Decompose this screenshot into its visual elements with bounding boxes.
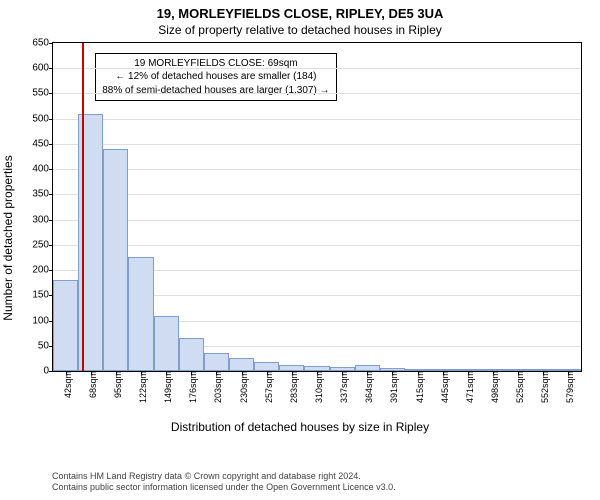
y-tick-label: 600	[32, 63, 53, 74]
x-tick-label: 257sqm	[260, 371, 274, 403]
x-tick-label: 498sqm	[486, 371, 500, 403]
y-tick-label: 0	[43, 366, 53, 377]
gridline	[53, 144, 581, 145]
y-tick-label: 500	[32, 113, 53, 124]
x-tick-label: 203sqm	[209, 371, 223, 403]
x-axis-label: Distribution of detached houses by size …	[171, 420, 429, 434]
x-tick-label: 471sqm	[461, 371, 475, 403]
histogram-bar	[154, 316, 179, 372]
histogram-bar	[53, 280, 78, 371]
y-tick-label: 400	[32, 164, 53, 175]
attribution-line: Contains HM Land Registry data © Crown c…	[52, 471, 396, 483]
x-tick-label: 337sqm	[335, 371, 349, 403]
attribution-line: Contains public sector information licen…	[52, 482, 396, 494]
x-tick-label: 364sqm	[360, 371, 374, 403]
x-tick-label: 525sqm	[511, 371, 525, 403]
x-tick-label: 391sqm	[385, 371, 399, 403]
info-box-line: 88% of semi-detached houses are larger (…	[102, 84, 329, 98]
attribution: Contains HM Land Registry data © Crown c…	[52, 471, 396, 494]
gridline	[53, 119, 581, 120]
x-tick-label: 283sqm	[285, 371, 299, 403]
x-tick-label: 68sqm	[84, 371, 98, 398]
x-tick-label: 230sqm	[235, 371, 249, 403]
plot-area: 19 MORLEYFIELDS CLOSE: 69sqm ← 12% of de…	[52, 42, 582, 372]
chart-container: Number of detached properties 19 MORLEYF…	[0, 38, 600, 438]
y-tick-label: 650	[32, 38, 53, 49]
info-box-line: ← 12% of detached houses are smaller (18…	[102, 70, 329, 84]
y-tick-label: 550	[32, 88, 53, 99]
gridline	[53, 220, 581, 221]
x-tick-label: 42sqm	[59, 371, 73, 398]
gridline	[53, 194, 581, 195]
x-tick-label: 176sqm	[184, 371, 198, 403]
x-tick-label: 122sqm	[134, 371, 148, 403]
histogram-bar	[229, 358, 254, 371]
chart-title: 19, MORLEYFIELDS CLOSE, RIPLEY, DE5 3UA	[0, 0, 600, 21]
y-axis-label: Number of detached properties	[1, 155, 15, 320]
gridline	[53, 169, 581, 170]
y-tick-label: 300	[32, 214, 53, 225]
x-tick-label: 149sqm	[159, 371, 173, 403]
histogram-bar	[204, 353, 229, 371]
y-tick-label: 100	[32, 315, 53, 326]
chart-subtitle: Size of property relative to detached ho…	[0, 21, 600, 37]
y-tick-label: 350	[32, 189, 53, 200]
gridline	[53, 245, 581, 246]
y-tick-label: 200	[32, 265, 53, 276]
y-tick-label: 250	[32, 239, 53, 250]
property-marker-line	[82, 43, 84, 371]
x-tick-label: 310sqm	[310, 371, 324, 403]
histogram-bar	[254, 362, 279, 371]
x-tick-label: 445sqm	[436, 371, 450, 403]
y-tick-label: 150	[32, 290, 53, 301]
y-tick-label: 450	[32, 138, 53, 149]
histogram-bar	[103, 149, 128, 371]
x-tick-label: 95sqm	[109, 371, 123, 398]
x-tick-label: 415sqm	[411, 371, 425, 403]
gridline	[53, 68, 581, 69]
histogram-bar	[128, 257, 153, 371]
x-tick-label: 579sqm	[561, 371, 575, 403]
histogram-bar	[179, 338, 204, 371]
x-tick-label: 552sqm	[536, 371, 550, 403]
gridline	[53, 93, 581, 94]
y-tick-label: 50	[38, 340, 53, 351]
